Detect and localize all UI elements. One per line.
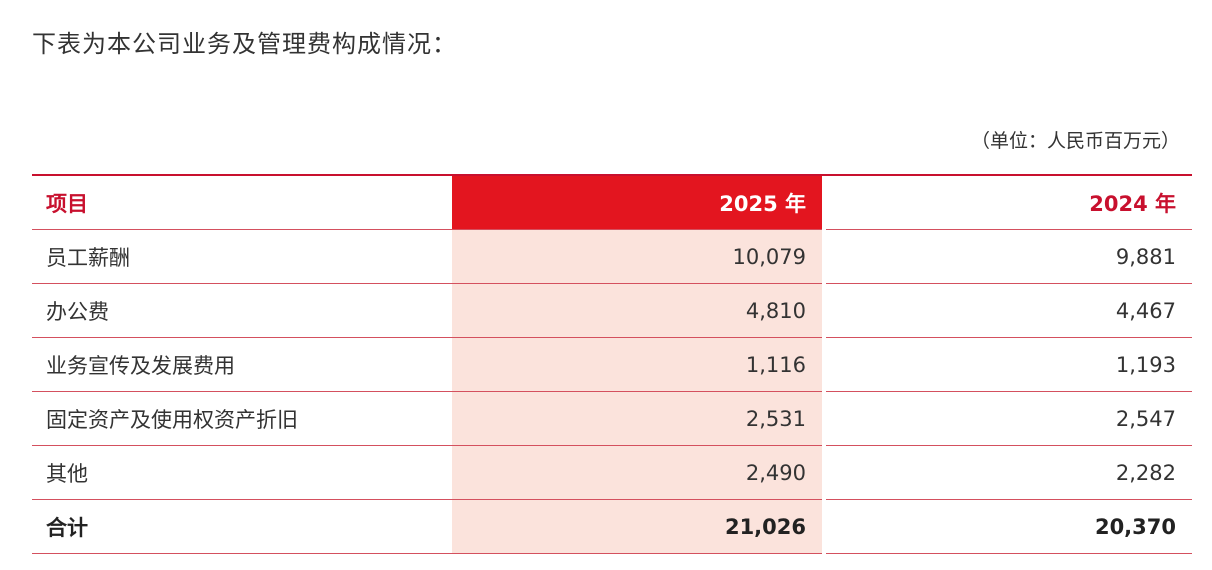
table-row: 员工薪酬 10,079 9,881: [32, 230, 1192, 284]
value-cell: 9,881: [826, 230, 1192, 284]
table-row: 业务宣传及发展费用 1,116 1,193: [32, 338, 1192, 392]
value-cell: 1,116: [452, 338, 822, 392]
value-cell: 1,193: [826, 338, 1192, 392]
table-row: 合计 21,026 20,370: [32, 500, 1192, 554]
table: 项目 2025 年 2024 年 员工薪酬 10,079 9,881 办公费 4,810…: [32, 174, 1192, 554]
item-cell: 办公费: [32, 284, 452, 338]
table-row: 固定资产及使用权资产折旧 2,531 2,547: [32, 392, 1192, 446]
column-header: 2024 年: [826, 176, 1192, 230]
item-cell: 员工薪酬: [32, 230, 452, 284]
header-row: 项目 2025 年 2024 年: [32, 176, 1192, 230]
value-cell: 2,531: [452, 392, 822, 446]
value-cell: 4,467: [826, 284, 1192, 338]
column-header: 2025 年: [452, 176, 822, 230]
value-cell: 20,370: [826, 500, 1192, 554]
table-row: 其他 2,490 2,282: [32, 446, 1192, 500]
value-cell: 2,282: [826, 446, 1192, 500]
intro-text: 下表为本公司业务及管理费构成情况：: [32, 30, 457, 58]
value-cell: 2,490: [452, 446, 822, 500]
table-row: 办公费 4,810 4,467: [32, 284, 1192, 338]
item-cell: 合计: [32, 500, 452, 554]
value-cell: 4,810: [452, 284, 822, 338]
value-cell: 21,026: [452, 500, 822, 554]
item-cell: 业务宣传及发展费用: [32, 338, 452, 392]
item-cell: 固定资产及使用权资产折旧: [32, 392, 452, 446]
unit-note: （单位：人民币百万元）: [970, 130, 1180, 152]
value-cell: 2,547: [826, 392, 1192, 446]
value-cell: 10,079: [452, 230, 822, 284]
item-cell: 其他: [32, 446, 452, 500]
column-header: 项目: [32, 176, 452, 230]
